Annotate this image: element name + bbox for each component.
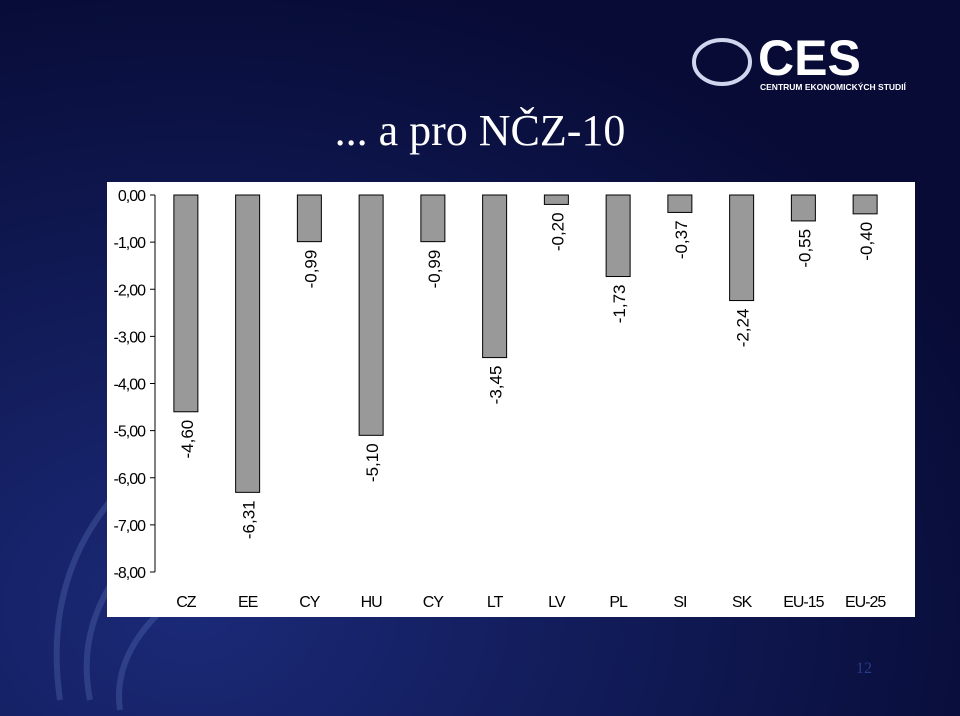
y-tick-label: -4,00 (114, 377, 147, 394)
x-tick-label: EU-15 (783, 594, 824, 611)
value-label: -6,31 (240, 500, 259, 539)
value-label: -0,55 (795, 229, 814, 268)
logo-text: CES (758, 30, 861, 86)
bar (667, 194, 693, 213)
bar (543, 194, 569, 205)
x-tick-label: SI (673, 594, 686, 611)
value-label: -0,20 (548, 212, 567, 251)
x-tick-label: EE (238, 594, 258, 611)
x-tick-label: CZ (176, 594, 197, 611)
y-tick-label: -5,00 (114, 424, 147, 441)
bar (358, 194, 384, 436)
bar (729, 194, 755, 302)
logo-globe (692, 38, 752, 86)
x-tick-label: LV (548, 594, 566, 611)
value-label: -0,40 (857, 222, 876, 261)
value-label: -0,99 (301, 250, 320, 289)
chart-background (107, 182, 915, 617)
y-tick-label: -7,00 (114, 518, 147, 535)
value-label: -1,73 (610, 285, 629, 324)
slide-title: ... a pro NČZ-10 (335, 106, 626, 155)
value-label: -0,99 (425, 250, 444, 289)
y-tick-label: -1,00 (114, 235, 147, 252)
y-tick-label: -6,00 (114, 471, 147, 488)
value-label: -4,60 (178, 420, 197, 459)
x-tick-label: LT (487, 594, 504, 611)
y-tick-label: -2,00 (114, 282, 147, 299)
value-label: -2,24 (734, 309, 753, 348)
page-number: 12 (856, 660, 872, 677)
y-tick-label: -3,00 (114, 329, 147, 346)
bar (173, 194, 199, 413)
bar (296, 194, 322, 243)
x-tick-label: CY (299, 594, 321, 611)
logo: CES CENTRUM EKONOMICKÝCH STUDIÍ (692, 30, 907, 92)
value-label: -0,37 (672, 220, 691, 259)
bar (482, 194, 508, 359)
value-label: -5,10 (363, 443, 382, 482)
y-tick-label: -8,00 (114, 565, 147, 582)
x-tick-label: EU-25 (845, 594, 886, 611)
bar (235, 194, 261, 493)
bar (790, 194, 816, 222)
x-tick-label: PL (609, 594, 628, 611)
x-tick-label: SK (732, 594, 753, 611)
y-tick-label: 0,00 (118, 188, 146, 205)
bar (605, 194, 631, 278)
bar (852, 194, 878, 215)
bar (420, 194, 446, 243)
x-tick-label: HU (361, 594, 383, 611)
x-tick-label: CY (423, 594, 445, 611)
logo-subtitle: CENTRUM EKONOMICKÝCH STUDIÍ (760, 81, 907, 92)
value-label: -3,45 (487, 366, 506, 405)
